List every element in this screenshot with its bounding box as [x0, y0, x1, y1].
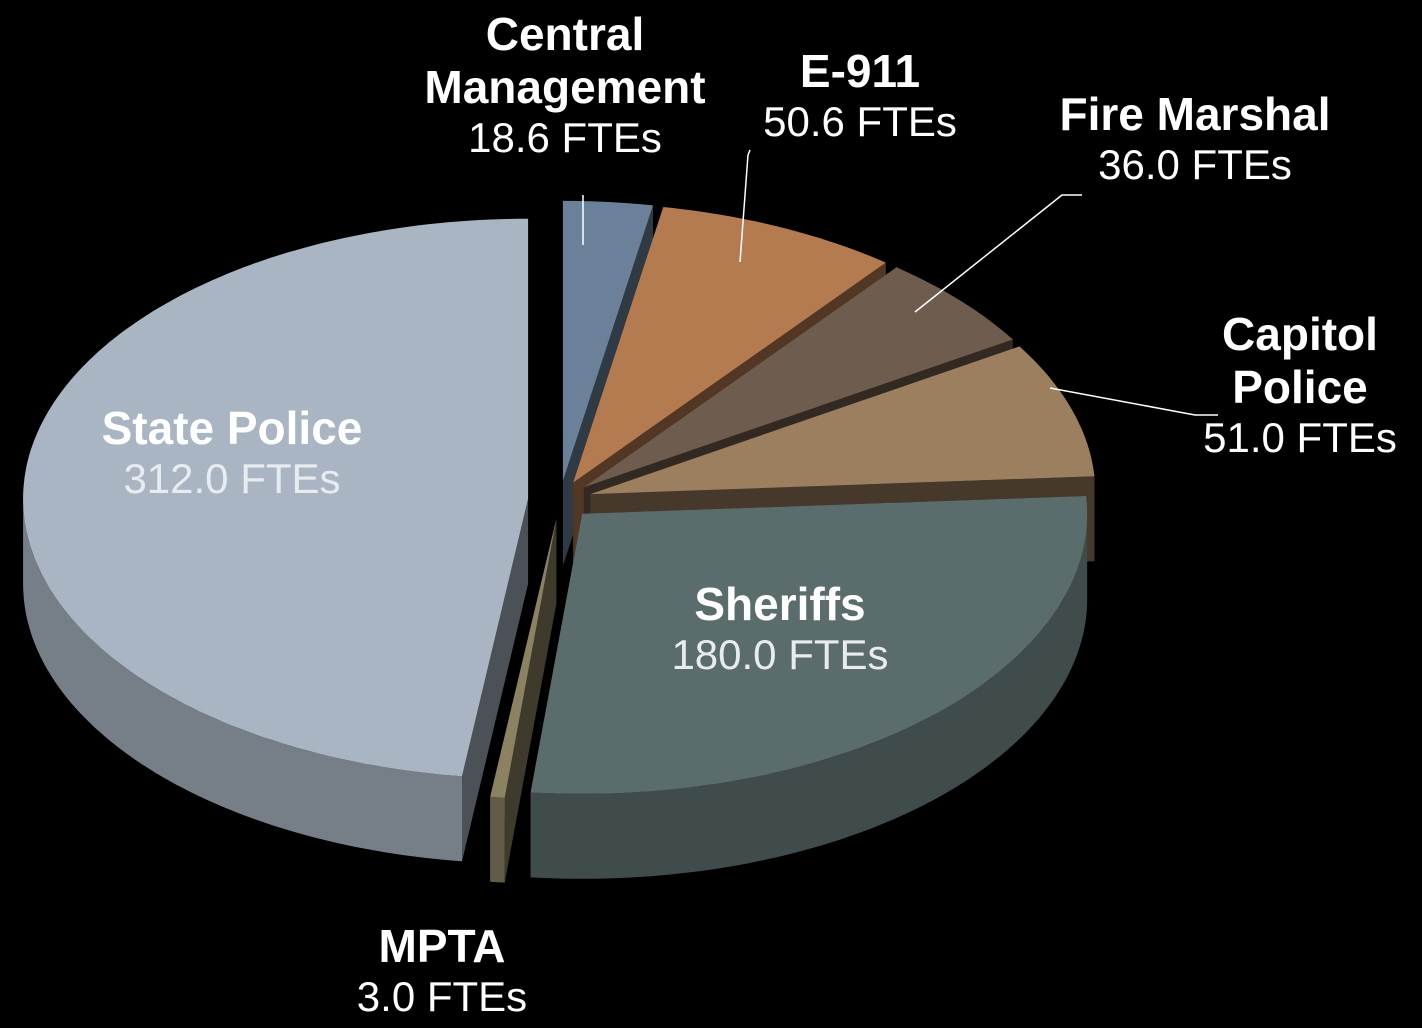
category-label: E-911 [799, 45, 921, 97]
value-label: 18.6 FTEs [468, 113, 662, 161]
leader-line [1049, 387, 1218, 416]
slice-rim [23, 498, 462, 862]
category-label: Sheriffs [694, 578, 866, 630]
category-label: Fire Marshal [1059, 88, 1331, 140]
value-label: 50.6 FTEs [763, 97, 957, 145]
leader-line [914, 194, 1082, 313]
category-label: Capitol Police [1222, 308, 1378, 413]
value-label: 36.0 FTEs [1098, 140, 1292, 188]
slice-label: Fire Marshal 36.0 FTEs [985, 88, 1405, 189]
slice-top [562, 200, 653, 481]
slice-wall [490, 519, 557, 882]
slice [23, 218, 529, 862]
category-label: MPTA [378, 920, 506, 972]
slice-top [490, 519, 557, 798]
category-label: Central Management [424, 8, 706, 113]
slice-rim [530, 513, 1088, 879]
slice-wall [462, 498, 529, 862]
slice-label: MPTA 3.0 FTEs [232, 920, 652, 1021]
slice-top [530, 496, 1088, 794]
value-label: 3.0 FTEs [356, 972, 528, 1020]
slice-rim [490, 796, 505, 883]
slice-label: E-911 50.6 FTEs [650, 45, 1070, 146]
slice-top [583, 267, 1013, 488]
leader-line [739, 149, 751, 263]
value-label: 312.0 FTEs [123, 454, 341, 502]
slice-top [573, 207, 886, 483]
slice-top [590, 346, 1095, 495]
slice [530, 496, 1088, 879]
category-label: State Police [101, 402, 363, 454]
slice-label: State Police 312.0 FTEs [22, 402, 442, 503]
value-label: 180.0 FTEs [671, 630, 889, 678]
value-label: 51.0 FTEs [1203, 413, 1397, 461]
slice-label: Sheriffs 180.0 FTEs [570, 578, 990, 679]
slice-top [23, 218, 529, 777]
slice-label: Capitol Police 51.0 FTEs [1180, 308, 1420, 462]
slice-label: Central Management 18.6 FTEs [355, 8, 775, 162]
slice [490, 519, 557, 883]
